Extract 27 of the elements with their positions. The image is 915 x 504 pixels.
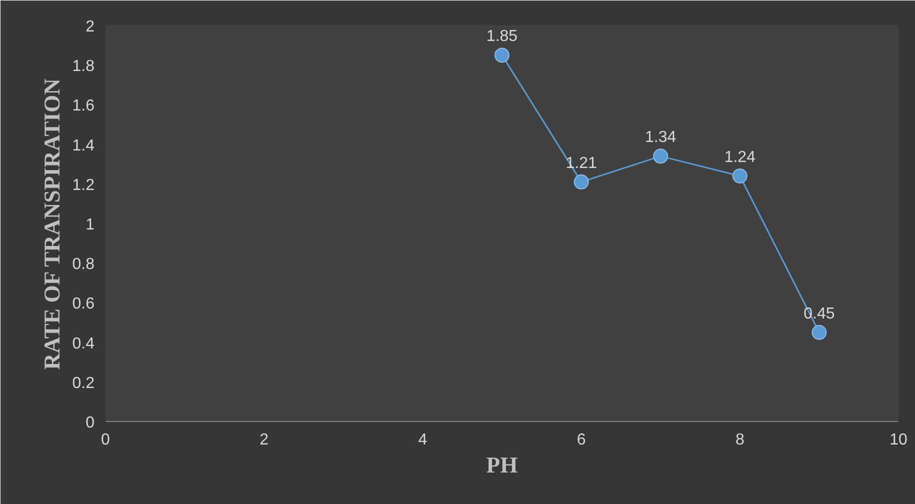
point	[574, 174, 589, 190]
point	[494, 48, 510, 63]
data-label: 1.85	[486, 28, 518, 46]
y-tick-label: 0.8	[72, 256, 95, 274]
y-axis-title: RATE OF TRANSPIRATION	[39, 78, 64, 370]
x-tick-label: 10	[890, 432, 908, 448]
y-tick-label: 1.4	[72, 137, 95, 154]
y-tick-label: 0.2	[72, 374, 95, 392]
x-tick-label: 6	[576, 432, 586, 448]
x-axis-title: PH	[486, 452, 518, 478]
x-tick-label: 4	[418, 432, 428, 448]
x-tick-label: 2	[260, 432, 269, 448]
x-tick-label: 0	[101, 432, 110, 448]
y-tick-label: 0	[86, 414, 95, 432]
y-tick-label: 0.6	[72, 296, 95, 313]
y-tick-label: 2	[86, 18, 95, 36]
x-tick-label: 8	[735, 432, 744, 448]
point	[812, 324, 827, 340]
point	[732, 168, 748, 184]
y-tick-label: 0.4	[72, 335, 95, 352]
y-tick-label: 1.6	[72, 98, 95, 115]
y-tick-label: 1.8	[72, 58, 95, 76]
point	[653, 148, 668, 164]
y-tick-label: 1.2	[72, 176, 95, 194]
y-tick-label: 1	[86, 216, 95, 234]
data-label: 1.34	[645, 129, 676, 146]
data-label: 1.24	[724, 148, 756, 166]
